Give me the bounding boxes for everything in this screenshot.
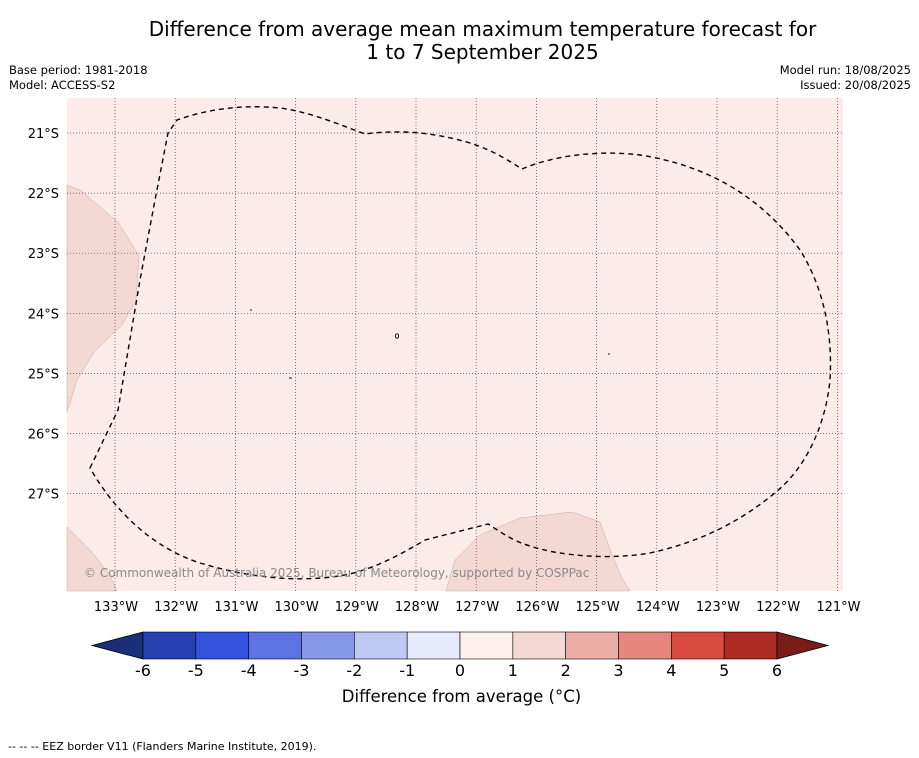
colorbar-segment [406, 631, 461, 660]
colorbar-segment [301, 631, 355, 660]
chart-title: Difference from average mean maximum tem… [0, 18, 919, 64]
colorbar-segment [512, 631, 566, 660]
longitude-label: 125°W [576, 600, 620, 615]
colorbar-under-arrow [90, 631, 144, 660]
longitude-label: 127°W [455, 600, 499, 615]
colorbar-tick: 6 [772, 661, 782, 680]
latitude-label: 21°S [28, 127, 59, 142]
meta-right: Model run: 18/08/2025 Issued: 20/08/2025 [780, 63, 911, 93]
issued-date: Issued: 20/08/2025 [800, 78, 911, 92]
warm-region-southwest [66, 526, 118, 592]
warm-regions [66, 184, 631, 592]
warm-region-south [445, 511, 631, 592]
longitude-label: 126°W [515, 600, 559, 615]
colorbar-tick: 5 [719, 661, 729, 680]
colorbar-tick: 1 [508, 661, 518, 680]
colorbar-segment [723, 631, 778, 660]
longitude-label: 131°W [214, 600, 258, 615]
model-name: Model: ACCESS-S2 [9, 78, 116, 92]
colorbar-segment [354, 631, 408, 660]
colorbar-segment [195, 631, 249, 660]
longitude-labels: 133°W 132°W 131°W 130°W 129°W 128°W 127°W 126°W… [94, 600, 861, 615]
map-background [67, 98, 843, 591]
island-mark [394, 333, 400, 339]
footnote: -- -- -- EEZ border V11 (Flanders Marine… [8, 740, 317, 753]
latitude-label: 27°S [28, 488, 59, 503]
longitude-label: 128°W [395, 600, 439, 615]
title-line-1: Difference from average mean maximum tem… [148, 17, 817, 41]
colorbar-segment [142, 631, 197, 660]
colorbar-tick: -6 [135, 661, 151, 680]
colorbar-label: Difference from average (°C) [341, 687, 582, 706]
latitude-labels: 21°S 22°S 23°S 24°S 25°S 26°S 27°S [28, 127, 59, 503]
colorbar-tick: 2 [561, 661, 571, 680]
colorbar-tick: -2 [346, 661, 362, 680]
base-period: Base period: 1981-2018 [9, 63, 148, 77]
longitude-label: 121°W [816, 600, 860, 615]
longitude-label: 129°W [335, 600, 379, 615]
island-marks [250, 309, 610, 379]
longitude-label: 130°W [275, 600, 319, 615]
latitude-label: 24°S [28, 307, 59, 322]
warm-region-west [66, 184, 140, 413]
longitude-label: 133°W [94, 600, 138, 615]
graticule [67, 98, 843, 591]
latitude-label: 25°S [28, 367, 59, 382]
colorbar [90, 631, 830, 660]
title-line-2: 1 to 7 September 2025 [366, 40, 599, 64]
latitude-label: 26°S [28, 428, 59, 443]
copyright-notice: © Commonwealth of Australia 2025, Bureau… [84, 566, 589, 580]
model-run: Model run: 18/08/2025 [779, 63, 911, 77]
eez-border [89, 106, 832, 580]
longitude-label: 123°W [696, 600, 740, 615]
colorbar-segment [565, 631, 619, 660]
colorbar-tick: 0 [455, 661, 465, 680]
latitude-label: 22°S [28, 187, 59, 202]
colorbar-segment [618, 631, 672, 660]
colorbar-segment [248, 631, 302, 660]
longitude-label: 122°W [756, 600, 800, 615]
latitude-label: 23°S [28, 247, 59, 262]
colorbar-tick: 3 [613, 661, 623, 680]
colorbar-tick: 4 [666, 661, 676, 680]
colorbar-segment [459, 631, 514, 660]
colorbar-over-arrow [776, 631, 830, 660]
map-panel: © Commonwealth of Australia 2025, Bureau… [66, 98, 843, 592]
longitude-label: 124°W [636, 600, 680, 615]
colorbar-tick: -5 [188, 661, 204, 680]
colorbar-tick: -3 [294, 661, 310, 680]
longitude-label: 132°W [154, 600, 198, 615]
colorbar-tick: -1 [399, 661, 415, 680]
colorbar-tick-labels: -6 -5 -4 -3 -2 -1 0 1 2 3 4 5 6 [135, 661, 782, 680]
colorbar-tick: -4 [241, 661, 257, 680]
colorbar-segment [671, 631, 725, 660]
meta-left: Base period: 1981-2018 Model: ACCESS-S2 [9, 63, 148, 93]
